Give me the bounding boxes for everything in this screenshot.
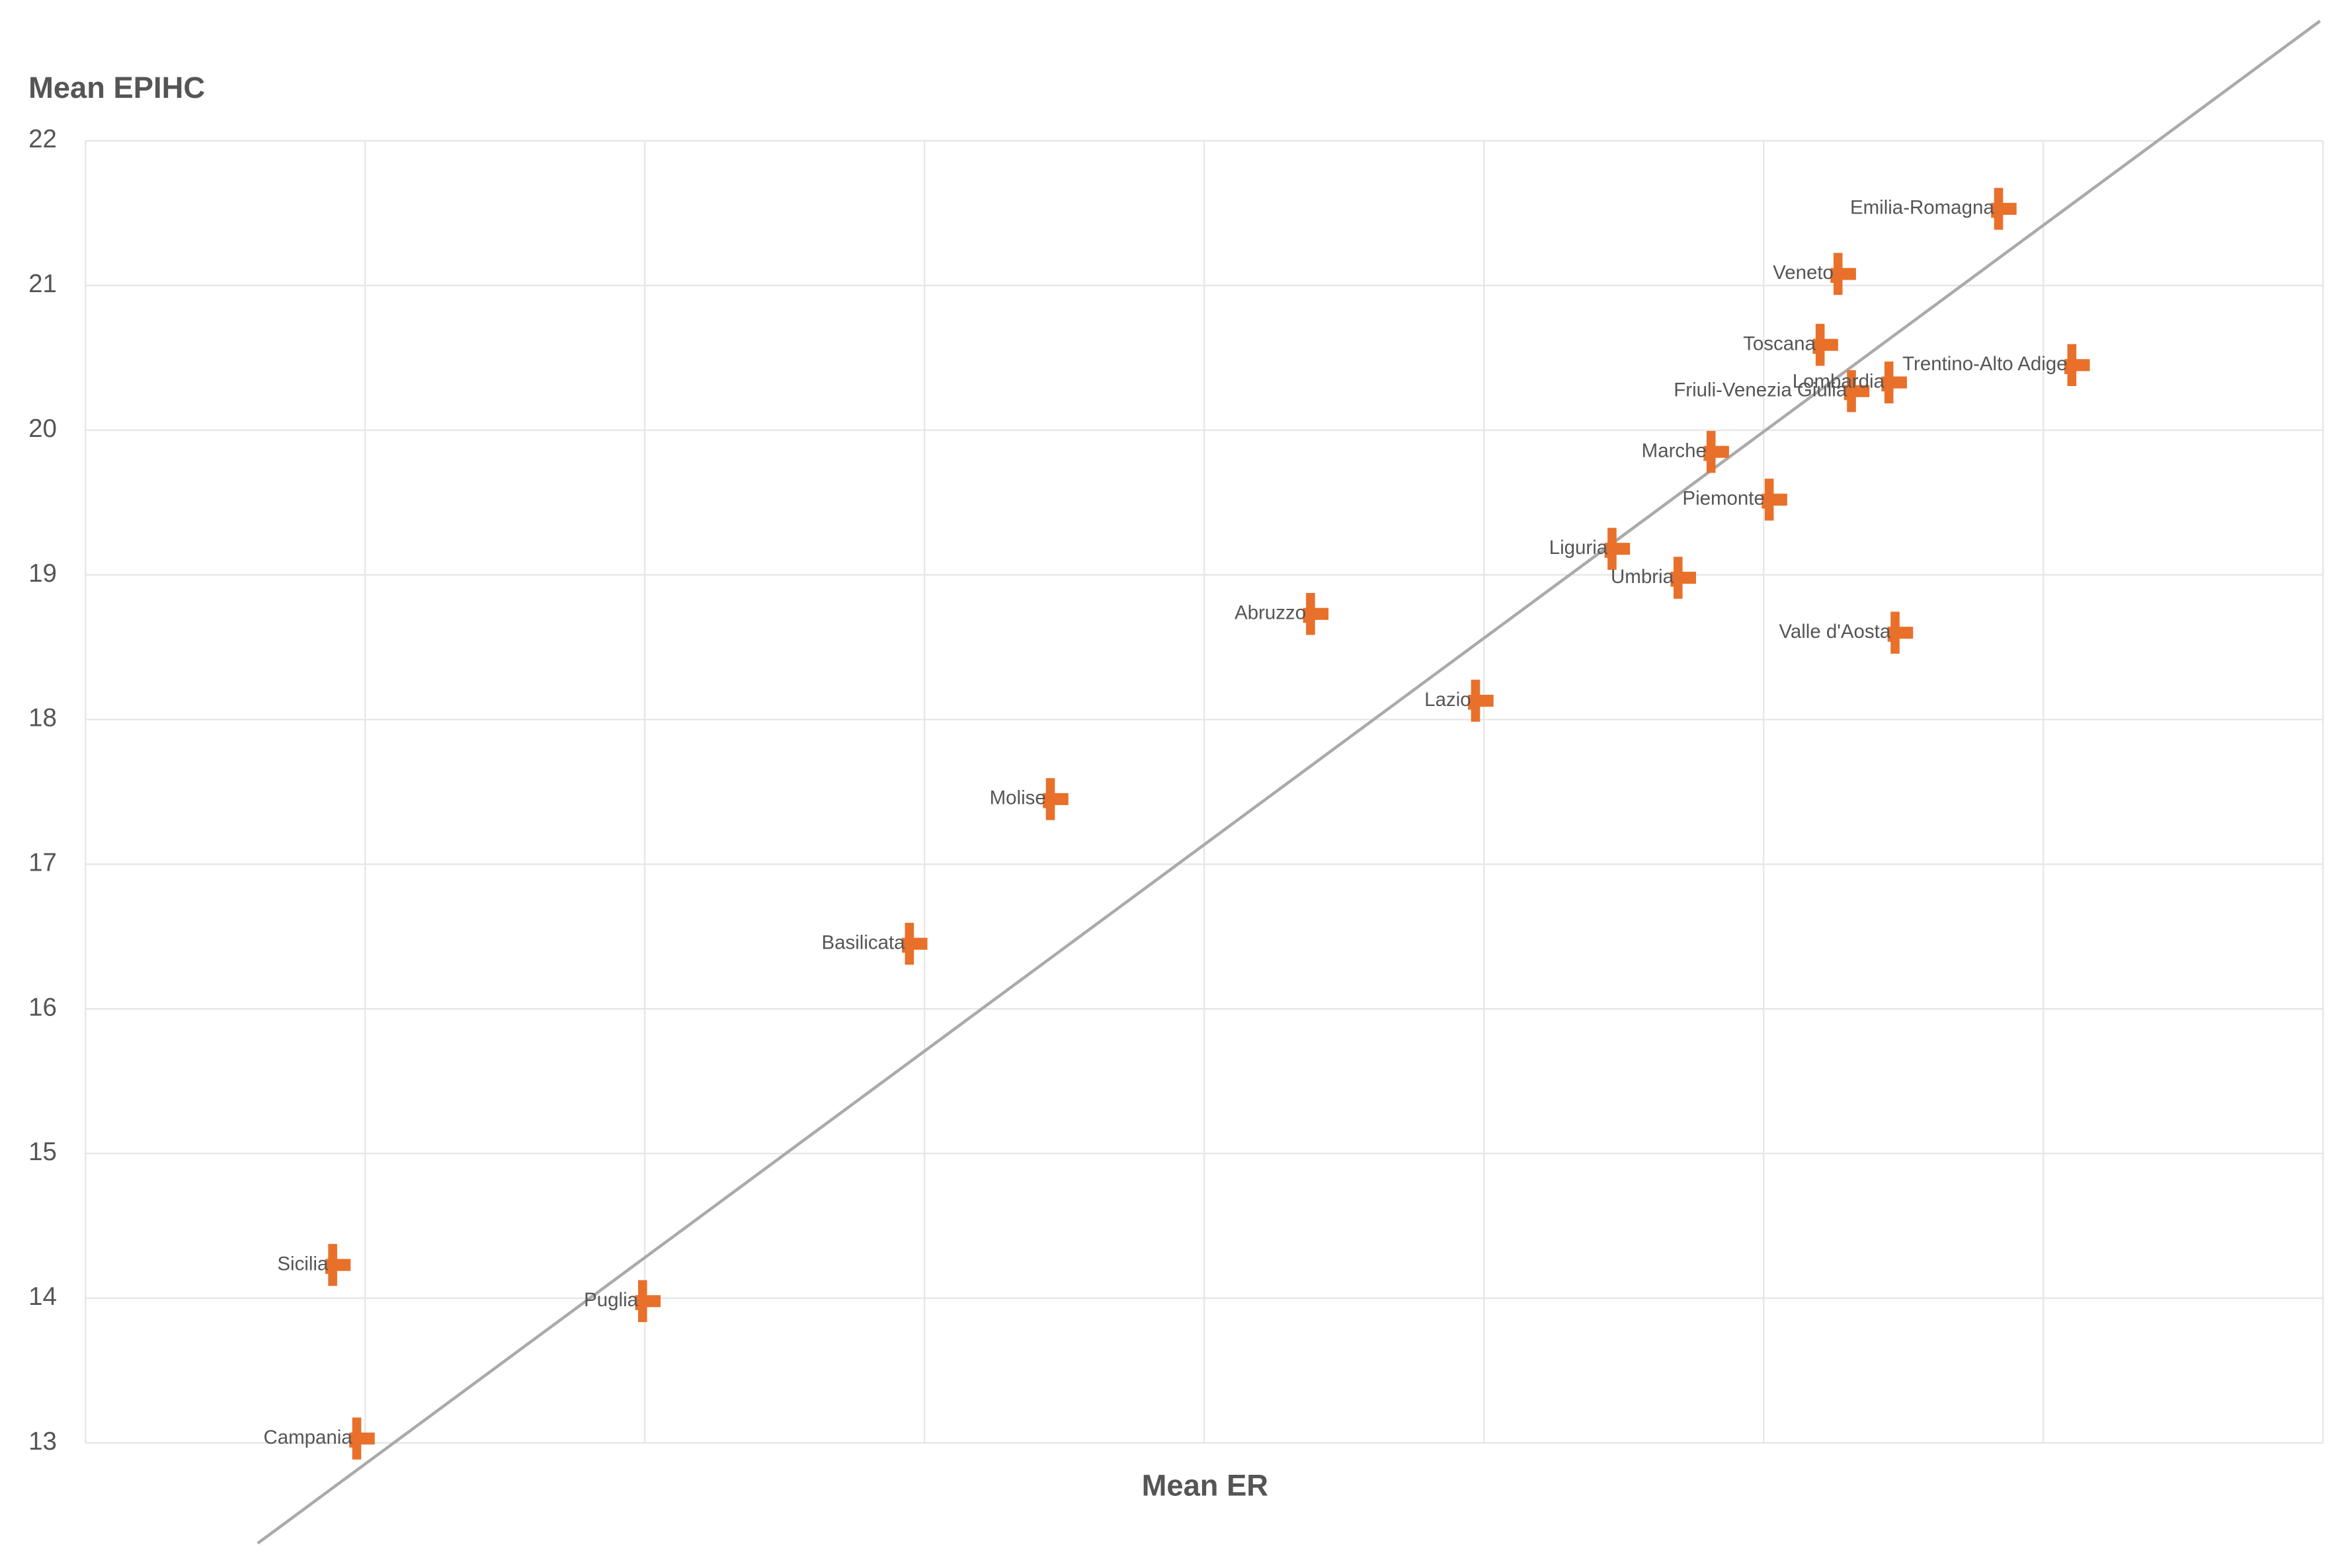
point-label: Basilicata <box>821 931 905 953</box>
point-label: Campania <box>263 1427 352 1448</box>
point-label: Trentino-Alto Adige <box>1902 353 2067 375</box>
y-tick-label: 17 <box>28 848 57 877</box>
y-tick-label: 14 <box>28 1282 57 1311</box>
y-tick-label: 15 <box>28 1138 57 1166</box>
point-label: Umbria <box>1611 566 1674 588</box>
marker <box>1812 323 1838 366</box>
y-tick-label: 21 <box>28 270 57 298</box>
point-label: Veneto <box>1773 262 1834 284</box>
marker <box>1468 680 1494 722</box>
point-label: Sicilia <box>277 1253 329 1274</box>
y-tick-label: 19 <box>28 559 57 588</box>
y-axis-title: Mean EPIHC <box>28 71 205 104</box>
grid: 13 14 15 16 17 18 19 20 21 22 <box>28 125 2324 1456</box>
y-tick-label: 13 <box>28 1427 57 1456</box>
x-axis-title: Mean ER <box>1142 1469 1268 1503</box>
marker <box>325 1243 351 1286</box>
marker <box>1844 370 1870 412</box>
marker <box>349 1417 375 1460</box>
y-tick-label: 20 <box>28 414 57 443</box>
marker <box>1991 188 2017 230</box>
y-tick-label: 16 <box>28 993 57 1021</box>
marker <box>1830 253 1856 295</box>
marker <box>902 922 928 965</box>
point-label: Friuli-Venezia Giulia <box>1674 379 1847 401</box>
marker <box>1604 528 1631 570</box>
point-label: Lazio <box>1424 689 1471 711</box>
point-label: Liguria <box>1549 537 1608 559</box>
marker <box>1762 479 1787 521</box>
point-label: Puglia <box>584 1289 638 1311</box>
marker <box>1303 592 1329 635</box>
marker <box>1881 361 1907 404</box>
marker <box>1703 430 1729 473</box>
marker <box>2064 344 2090 387</box>
point-label: Molise <box>990 787 1046 809</box>
marker <box>635 1280 661 1322</box>
point-label: Valle d'Aosta <box>1779 621 1890 643</box>
marker <box>1670 557 1696 599</box>
point-label: Abruzzo <box>1235 602 1306 623</box>
point-label: Emilia-Romagna <box>1850 197 1994 219</box>
marker <box>1887 611 1914 654</box>
point-label: Piemonte <box>1682 488 1764 510</box>
reference-line <box>257 19 2322 1545</box>
y-tick-label: 18 <box>28 704 57 732</box>
point-label: Toscana <box>1743 333 1816 354</box>
point-label: Marche <box>1642 440 1707 461</box>
marker <box>1043 778 1069 820</box>
point-label: Lombardia <box>1793 370 1885 392</box>
points: Campania Sicilia Puglia Basilicata Molise Abr… <box>263 188 2090 1460</box>
y-tick-label: 22 <box>28 125 57 153</box>
